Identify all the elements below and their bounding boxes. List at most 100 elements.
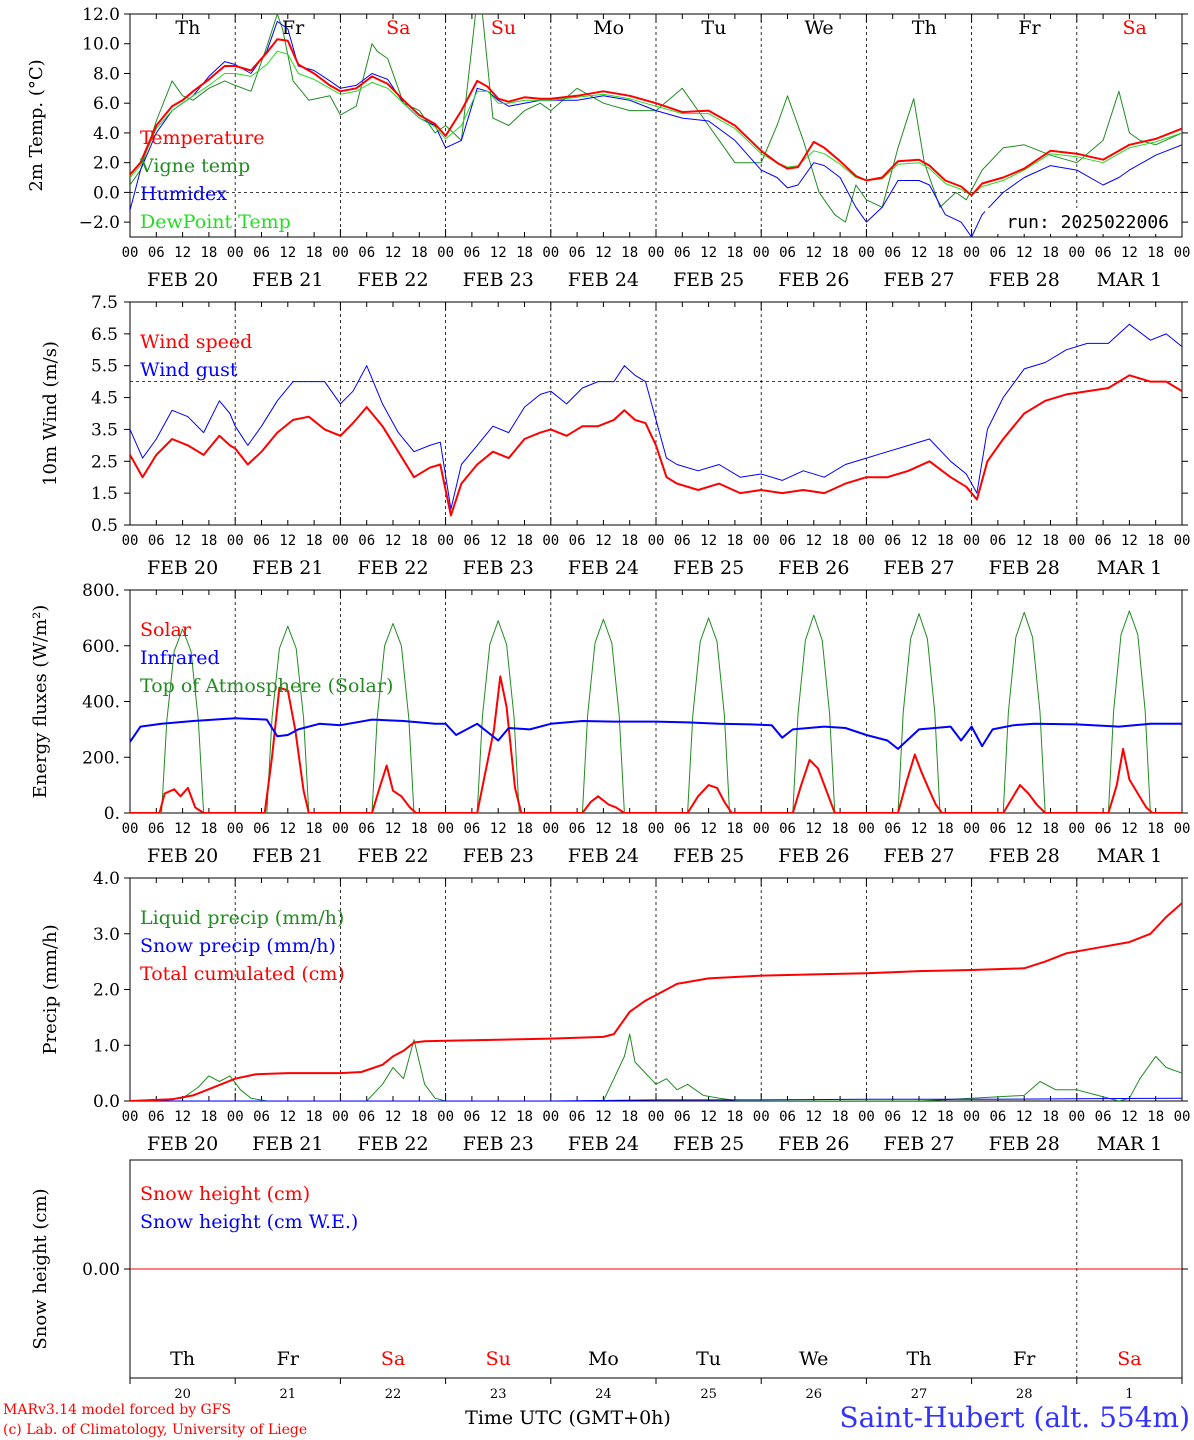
hour-label: 18 — [832, 821, 849, 837]
legend-entry: Total cumulated (cm) — [140, 963, 345, 985]
day-abbr: Fr — [1018, 17, 1041, 39]
hour-label: 12 — [279, 1109, 296, 1125]
hour-label: 00 — [122, 1109, 139, 1125]
hour-label: 18 — [832, 1109, 849, 1125]
hour-label: 00 — [437, 533, 454, 549]
hour-label: 00 — [437, 821, 454, 837]
hour-label: 00 — [1174, 1109, 1191, 1125]
hour-label: 00 — [542, 245, 559, 261]
hour-label: 12 — [805, 821, 822, 837]
hour-label: 00 — [963, 1109, 980, 1125]
hour-label: 06 — [674, 533, 691, 549]
hour-label: 18 — [1042, 1109, 1059, 1125]
legend-entry: Infrared — [140, 647, 220, 669]
date-label: FEB 26 — [778, 269, 849, 291]
hour-label: 06 — [1095, 533, 1112, 549]
hour-label: 12 — [1121, 821, 1138, 837]
date-label: FEB 27 — [883, 557, 954, 579]
series-wind-gust — [130, 323, 1182, 510]
hour-label: 12 — [279, 533, 296, 549]
hour-label: 18 — [726, 245, 743, 261]
hour-label: 06 — [358, 245, 375, 261]
date-label: FEB 23 — [463, 557, 534, 579]
credit-line-1: MARv3.14 model forced by GFS — [3, 1402, 231, 1418]
day-abbr: Tu — [696, 1348, 721, 1370]
day-number: 1 — [1125, 1387, 1133, 1402]
y-tick-label: 4.5 — [91, 389, 118, 409]
hour-label: 12 — [1016, 821, 1033, 837]
panel-temp: −2.0 0.0 2.0 4.0 6.0 8.0 10.0 12.0 2m Temp. (°C)… — [26, 5, 1190, 291]
hour-label: 18 — [1042, 245, 1059, 261]
day-abbr: We — [804, 17, 833, 39]
hour-label: 18 — [937, 821, 954, 837]
hour-label: 18 — [411, 245, 428, 261]
date-label: FEB 25 — [673, 557, 744, 579]
date-label: FEB 24 — [568, 1133, 639, 1155]
hour-label: 18 — [306, 245, 323, 261]
hour-label: 00 — [1068, 533, 1085, 549]
hour-label: 06 — [463, 821, 480, 837]
hour-label: 18 — [1042, 821, 1059, 837]
hour-label: 18 — [411, 1109, 428, 1125]
hour-label: 00 — [1174, 821, 1191, 837]
hour-label: 00 — [227, 533, 244, 549]
hour-label: 12 — [490, 245, 507, 261]
hour-label: 00 — [332, 245, 349, 261]
date-label: FEB 23 — [463, 1133, 534, 1155]
hour-label: 06 — [884, 533, 901, 549]
hour-label: 18 — [411, 533, 428, 549]
y-tick-label: 8.0 — [93, 64, 120, 84]
hour-label: 12 — [385, 245, 402, 261]
series-solar — [130, 675, 1182, 813]
date-label: FEB 28 — [989, 557, 1060, 579]
chart-panels: −2.00.02.04.06.08.010.012.02m Temp. (°C)… — [26, 5, 1191, 1402]
y-tick-label: 0.00 — [82, 1260, 120, 1280]
y-axis-label: Snow height (cm) — [30, 1188, 51, 1349]
hour-label: 00 — [332, 821, 349, 837]
hour-label: 18 — [411, 821, 428, 837]
y-tick-label: 5.5 — [91, 357, 118, 377]
hour-label: 00 — [648, 821, 665, 837]
hour-label: 00 — [963, 245, 980, 261]
y-tick-label: 200. — [82, 748, 120, 768]
hour-label: 00 — [122, 533, 139, 549]
hour-label: 18 — [726, 1109, 743, 1125]
date-label: FEB 25 — [673, 269, 744, 291]
legend-entry: Wind gust — [140, 359, 238, 381]
y-tick-label: 2.0 — [93, 981, 120, 1001]
legend-entry: Temperature — [140, 127, 264, 149]
legend-entry: Snow precip (mm/h) — [140, 935, 336, 957]
hour-label: 06 — [674, 1109, 691, 1125]
series-vigne-temp — [130, 14, 1182, 223]
day-abbr: Mo — [588, 1348, 619, 1370]
date-label: FEB 25 — [673, 845, 744, 867]
hour-label: 12 — [700, 1109, 717, 1125]
hour-label: 12 — [595, 533, 612, 549]
hour-label: 12 — [911, 245, 928, 261]
y-tick-label: 2.5 — [91, 452, 118, 472]
hour-label: 00 — [963, 533, 980, 549]
hour-label: 18 — [937, 1109, 954, 1125]
legend-entry: DewPoint Temp — [140, 211, 291, 233]
date-label: MAR 1 — [1097, 269, 1163, 291]
date-label: MAR 1 — [1097, 845, 1163, 867]
hour-label: 00 — [227, 821, 244, 837]
hour-label: 12 — [385, 821, 402, 837]
legend-entry: Vigne temp — [139, 155, 250, 177]
panel-wind: 0.5 1.5 2.5 3.5 4.5 5.5 6.5 7.5 10m Wind (m/s) 00… — [40, 293, 1190, 579]
date-label: FEB 23 — [463, 845, 534, 867]
legend-entry: Snow height (cm W.E.) — [140, 1211, 358, 1233]
hour-label: 12 — [174, 533, 191, 549]
x-axis-title: Time UTC (GMT+0h) — [465, 1407, 671, 1429]
hour-label: 06 — [569, 1109, 586, 1125]
hour-label: 12 — [174, 245, 191, 261]
hour-label: 06 — [463, 533, 480, 549]
day-number: 27 — [911, 1387, 928, 1402]
hour-label: 06 — [148, 1109, 165, 1125]
date-label: FEB 26 — [778, 1133, 849, 1155]
hour-label: 06 — [569, 245, 586, 261]
hour-label: 06 — [253, 821, 270, 837]
hour-label: 06 — [779, 1109, 796, 1125]
hour-label: 18 — [200, 245, 217, 261]
hour-label: 06 — [884, 821, 901, 837]
